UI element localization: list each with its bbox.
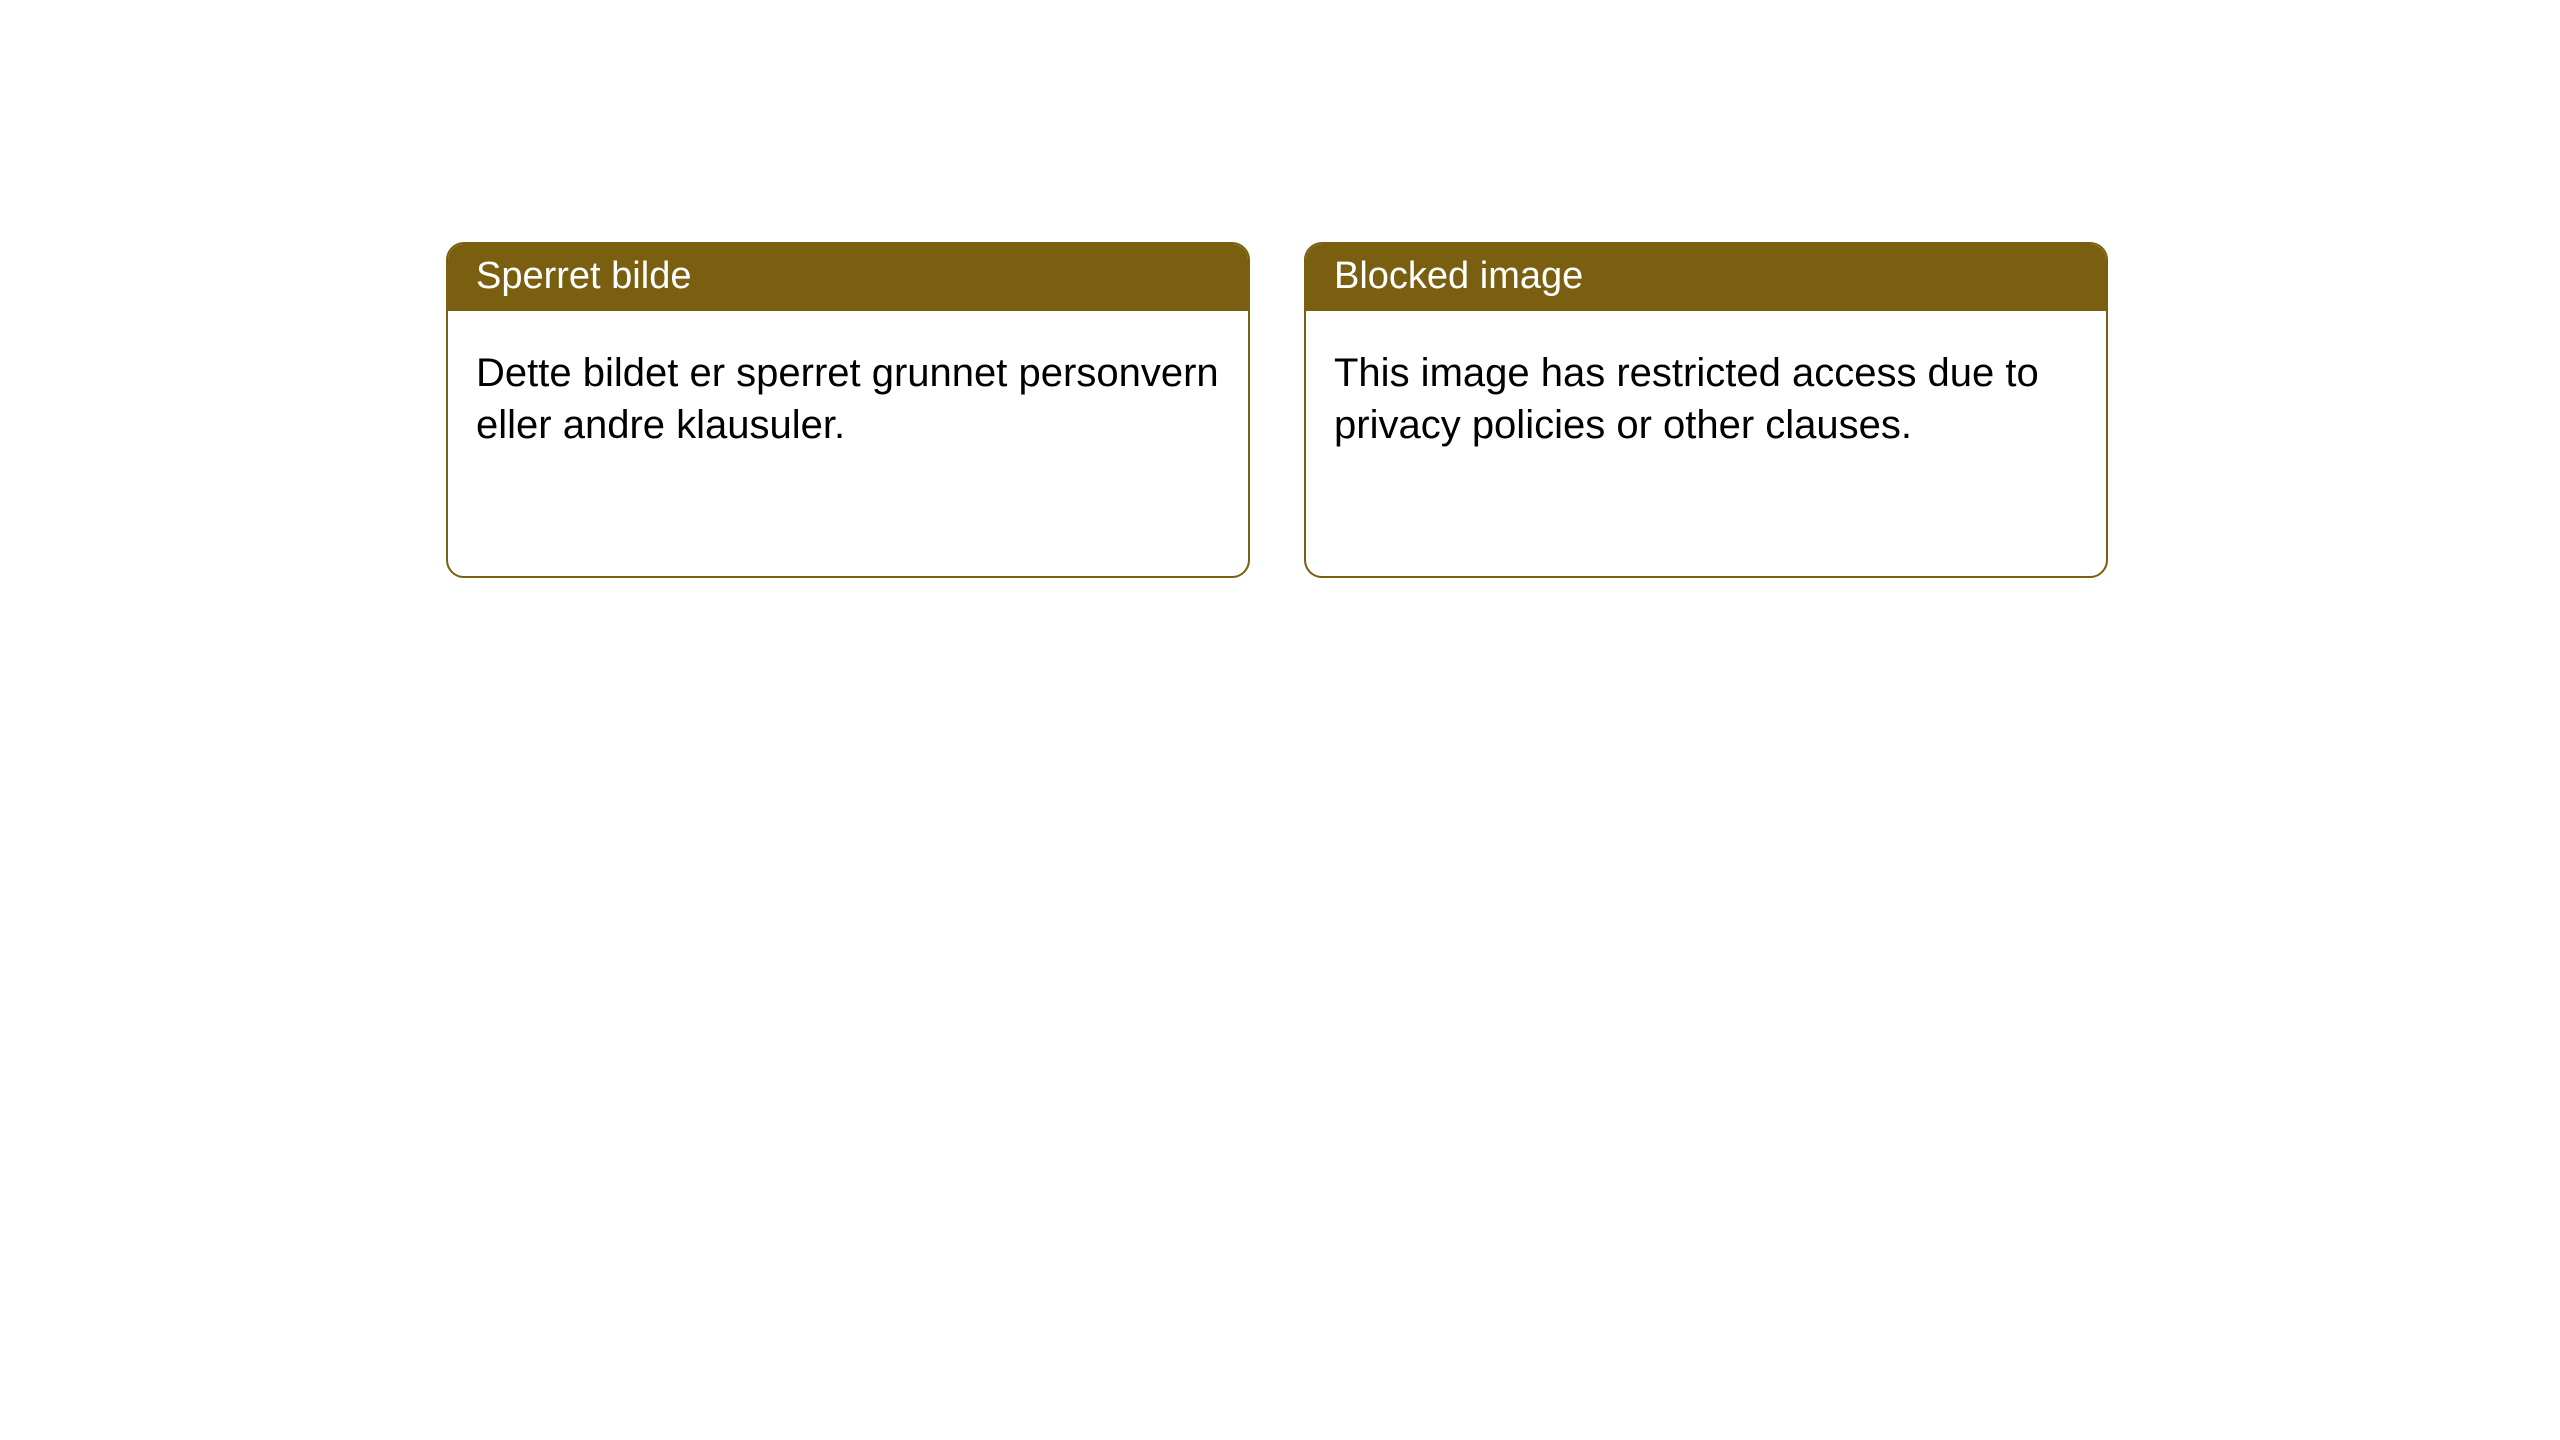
blocked-image-card-en: Blocked image This image has restricted …	[1304, 242, 2108, 578]
card-header-no: Sperret bilde	[448, 244, 1248, 311]
card-body-en: This image has restricted access due to …	[1306, 311, 2106, 479]
cards-container: Sperret bilde Dette bildet er sperret gr…	[0, 0, 2560, 578]
card-body-no: Dette bildet er sperret grunnet personve…	[448, 311, 1248, 479]
card-header-en: Blocked image	[1306, 244, 2106, 311]
blocked-image-card-no: Sperret bilde Dette bildet er sperret gr…	[446, 242, 1250, 578]
